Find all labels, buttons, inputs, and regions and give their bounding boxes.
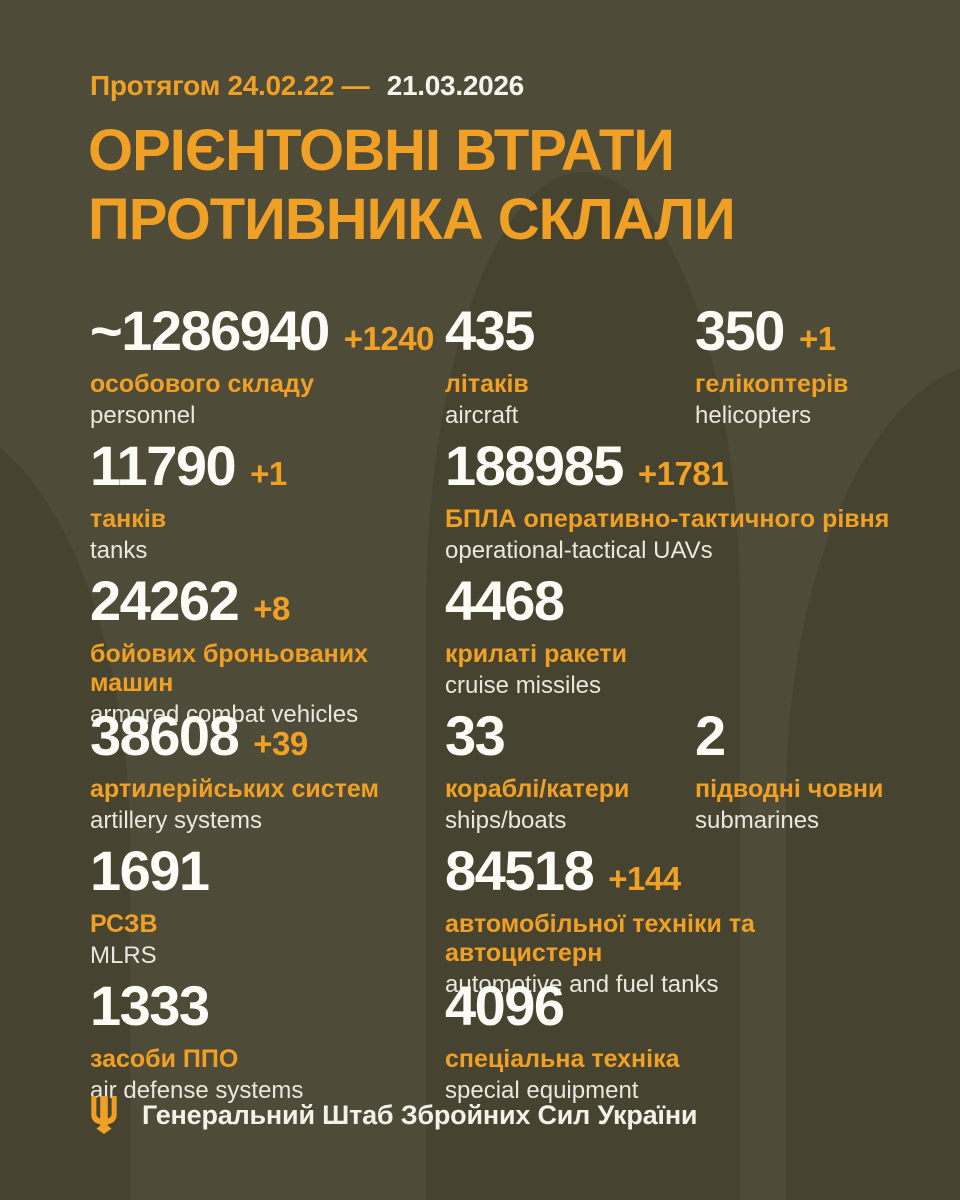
stat-value: 435 — [445, 299, 535, 362]
stat-delta: +8 — [253, 590, 290, 627]
stat-value: 188985 — [445, 434, 624, 497]
stat-air-defense: 1333 засоби ППО air defense systems — [90, 978, 445, 1113]
footer: Генеральний Штаб Збройних Сил України — [90, 1096, 698, 1134]
period-line: Протягом 24.02.22 — 21.03.2026 — [90, 70, 524, 102]
artillery-shell-silhouette-center — [426, 172, 740, 1200]
page-title-line2: противника склали — [88, 187, 736, 252]
stat-label-en: submarines — [695, 806, 820, 834]
stat-label-uk: РСЗВ — [90, 910, 158, 938]
stat-label-en: ships/boats — [445, 806, 567, 834]
stat-value: 4468 — [445, 569, 565, 632]
stat-ships-boats: 33 кораблі/катери ships/boats — [445, 708, 695, 843]
stat-tanks: 11790 +1 танків tanks — [90, 438, 445, 573]
stat-label-uk: гелікоптерів — [695, 370, 849, 398]
stat-label-en: armored combat vehicles — [90, 700, 359, 728]
stat-label-en: operational-tactical UAVs — [445, 536, 713, 564]
stat-armored-combat-vehicles: 24262 +8 бойових броньованих машин armor… — [90, 569, 445, 728]
stat-value: 1691 — [90, 839, 210, 902]
stat-label-uk: БПЛА оперативно-тактичного рівня — [445, 505, 890, 533]
stat-personnel: ~1286940 +1240 особового складу personne… — [90, 303, 445, 438]
stat-label-uk: особового складу — [90, 370, 315, 398]
stat-label-uk: бойових броньованих машин — [90, 640, 368, 697]
stat-label-en: MLRS — [90, 941, 157, 969]
stat-artillery-systems: 38608 +39 артилерійських систем artiller… — [90, 708, 445, 843]
stat-label-uk: артилерійських систем — [90, 775, 379, 803]
stat-uavs: 188985 +1781 БПЛА оперативно-тактичного … — [445, 438, 902, 573]
stat-submarines: 2 підводні човни submarines — [695, 708, 902, 843]
stat-label-uk: спеціальна техніка — [445, 1045, 680, 1073]
stat-value: ~1286940 — [90, 299, 330, 362]
stat-value: 38608 — [90, 704, 240, 767]
stat-label-en: automotive and fuel tanks — [445, 970, 719, 998]
stat-label-uk: засоби ППО — [90, 1045, 239, 1073]
stat-label-en: aircraft — [445, 401, 519, 429]
stat-automotive-fuel-tanks: 84518 +144 автомобільної техніки та авто… — [445, 839, 902, 998]
stat-label-en: tanks — [90, 536, 148, 564]
stat-label-en: artillery systems — [90, 806, 263, 834]
period-date: 21.03.2026 — [386, 70, 524, 101]
stat-delta: +144 — [608, 860, 681, 897]
page-title: Орієнтовні втрати противника склали — [88, 116, 736, 254]
stat-delta: +39 — [253, 725, 308, 762]
stat-value: 84518 — [445, 839, 595, 902]
stat-delta: +1240 — [343, 320, 435, 357]
page-title-line1: Орієнтовні втрати — [88, 118, 675, 183]
stat-delta: +1 — [798, 320, 836, 357]
stat-label-uk: автомобільної техніки та автоцистерн — [445, 910, 755, 967]
stat-label-en: cruise missiles — [445, 671, 602, 699]
stat-label-uk: літаків — [445, 370, 529, 398]
stat-value: 1333 — [90, 974, 210, 1037]
losses-grid: ~1286940 +1240 особового складу personne… — [90, 303, 902, 1113]
stat-label-en: helicopters — [695, 401, 812, 429]
stat-label-en: special equipment — [445, 1076, 639, 1104]
stat-label-en: air defense systems — [90, 1076, 304, 1104]
trident-icon — [91, 1096, 117, 1134]
stat-cruise-missiles: 4468 крилаті ракети cruise missiles — [445, 573, 902, 708]
stat-label-uk: кораблі/катери — [445, 775, 630, 803]
stat-special-equipment: 4096 спеціальна техніка special equipmen… — [445, 978, 902, 1113]
organization-name: Генеральний Штаб Збройних Сил України — [142, 1099, 698, 1130]
stat-delta: +1781 — [637, 455, 729, 492]
stat-label-uk: крилаті ракети — [445, 640, 627, 668]
period-prefix: Протягом 24.02.22 — — [90, 70, 370, 101]
stat-value: 11790 — [90, 434, 237, 497]
stat-mlrs: 1691 РСЗВ MLRS — [90, 843, 445, 978]
stat-label-en: personnel — [90, 401, 196, 429]
stat-value: 24262 — [90, 569, 240, 632]
stat-value: 2 — [695, 704, 726, 767]
stat-value: 33 — [445, 704, 506, 767]
stat-aircraft: 435 літаків aircraft — [445, 303, 695, 438]
stat-helicopters: 350 +1 гелікоптерів helicopters — [695, 303, 902, 438]
stat-label-uk: підводні човни — [695, 775, 884, 803]
stat-value: 350 — [695, 299, 785, 362]
stat-value: 4096 — [445, 974, 565, 1037]
stat-delta: +1 — [250, 455, 287, 492]
stat-label-uk: танків — [90, 505, 167, 533]
